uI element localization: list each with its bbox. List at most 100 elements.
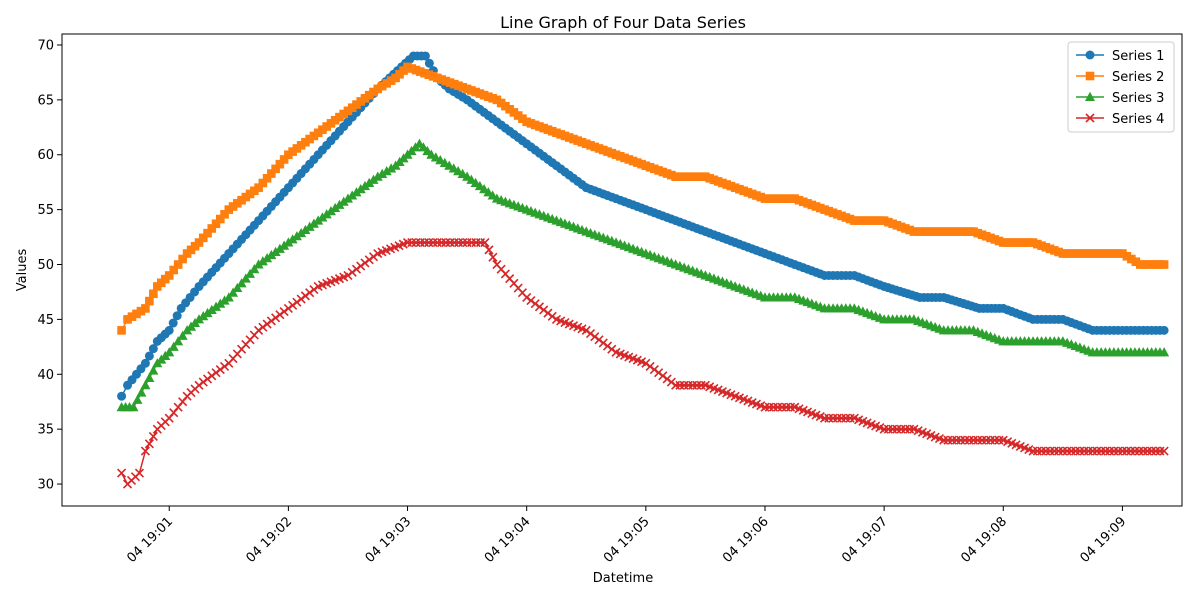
series-3-point bbox=[232, 282, 243, 293]
plot-area bbox=[116, 51, 1170, 489]
series-2-point bbox=[117, 326, 126, 335]
series-4-point bbox=[484, 245, 494, 255]
series-3-point bbox=[144, 372, 155, 382]
series-3-markers bbox=[116, 138, 1170, 412]
series-2-point bbox=[123, 315, 132, 324]
series-3-point bbox=[211, 301, 222, 311]
plot-frame bbox=[61, 33, 1183, 507]
y-tick-label: 40 bbox=[37, 368, 54, 383]
series-3-point bbox=[296, 227, 307, 238]
series-3-point bbox=[364, 177, 375, 187]
series-4-point bbox=[1138, 446, 1148, 456]
series-1-point bbox=[424, 58, 434, 68]
series-4-point bbox=[1159, 446, 1169, 456]
series-4-point bbox=[1130, 446, 1140, 456]
series-2-point bbox=[254, 183, 263, 192]
series-3-point bbox=[128, 402, 139, 412]
series-2-point bbox=[127, 312, 137, 321]
y-tick-label: 35 bbox=[37, 423, 54, 438]
series-2-point bbox=[132, 309, 141, 319]
y-tick-label: 60 bbox=[37, 148, 54, 163]
series-2-point bbox=[178, 254, 187, 264]
series-3-point bbox=[240, 273, 251, 283]
series-3-point bbox=[198, 311, 209, 321]
series-3-point bbox=[164, 347, 175, 357]
series-4-point bbox=[117, 468, 127, 478]
series-3-point bbox=[325, 205, 336, 216]
series-2-point bbox=[1122, 251, 1132, 261]
series-3-point bbox=[347, 190, 358, 200]
legend-label-4: Series 4 bbox=[1112, 112, 1164, 127]
series-2-point bbox=[1131, 257, 1141, 267]
series-3-point bbox=[194, 314, 205, 324]
series-3-point bbox=[270, 246, 281, 256]
series-1-point bbox=[168, 318, 178, 328]
series-4-point bbox=[134, 468, 145, 478]
series-4-point bbox=[1155, 446, 1165, 456]
x-axis-label: Datetime bbox=[593, 571, 653, 586]
series-2-point bbox=[145, 296, 154, 306]
series-3-point bbox=[381, 166, 392, 176]
legend-marker-3 bbox=[1085, 91, 1095, 101]
series-3-point bbox=[168, 341, 179, 351]
legend-label-1: Series 1 bbox=[1112, 49, 1164, 64]
series-3-point bbox=[245, 268, 256, 278]
series-2-point bbox=[258, 178, 268, 188]
series-1-point bbox=[164, 325, 174, 335]
legend-marker-1 bbox=[1085, 50, 1095, 60]
series-3-point bbox=[287, 234, 298, 244]
series-3-point bbox=[266, 249, 277, 260]
series-2-point bbox=[141, 304, 150, 313]
chart-title: Line Graph of Four Data Series bbox=[500, 13, 746, 32]
series-2-point bbox=[386, 76, 396, 85]
series-2-point bbox=[215, 214, 225, 224]
series-2-point bbox=[275, 159, 285, 169]
series-2-point bbox=[136, 306, 146, 316]
series-3-point bbox=[304, 221, 315, 231]
series-3-point bbox=[202, 307, 213, 318]
series-4-point bbox=[1134, 446, 1144, 456]
series-3-point bbox=[313, 215, 324, 225]
y-tick-label: 30 bbox=[37, 478, 54, 493]
series-3-point bbox=[228, 287, 239, 297]
series-3-point bbox=[351, 187, 362, 197]
series-3-point bbox=[338, 196, 349, 206]
series-1-point bbox=[420, 51, 430, 61]
series-2-point bbox=[164, 271, 174, 280]
y-axis: 30 35 40 45 50 55 60 65 70 bbox=[37, 38, 62, 493]
y-tick-label: 70 bbox=[37, 38, 54, 53]
series-3-point bbox=[249, 264, 260, 274]
series-2-markers bbox=[117, 62, 1169, 335]
series-3-point bbox=[308, 218, 319, 228]
series-3-point bbox=[140, 380, 151, 390]
series-2-point bbox=[1159, 260, 1169, 269]
y-tick-label: 55 bbox=[37, 203, 54, 218]
series-3-point bbox=[236, 278, 247, 288]
y-tick-label: 50 bbox=[37, 258, 54, 273]
series-3-point bbox=[359, 180, 370, 191]
series-3-point bbox=[317, 212, 328, 222]
series-4-point bbox=[1126, 446, 1136, 456]
series-3-point bbox=[262, 253, 273, 263]
series-1-point bbox=[148, 344, 158, 354]
series-2-point bbox=[271, 164, 280, 174]
series-4-point bbox=[480, 237, 490, 248]
series-3-point bbox=[177, 330, 188, 340]
series-2-point bbox=[211, 219, 221, 229]
series-1-point bbox=[172, 311, 182, 321]
series-4-point bbox=[140, 446, 150, 456]
series-3-point bbox=[253, 259, 264, 269]
series-4-point bbox=[1151, 446, 1161, 456]
series-4-point bbox=[1142, 446, 1153, 456]
series-1-point bbox=[140, 358, 150, 368]
series-3-point bbox=[215, 298, 226, 308]
series-2-point bbox=[149, 289, 158, 299]
series-2-point bbox=[382, 79, 391, 88]
y-axis-label: Values bbox=[15, 249, 30, 292]
legend: Series 1 Series 2 Series 3 Series 4 bbox=[1067, 41, 1175, 133]
series-2-point bbox=[267, 169, 276, 178]
series-3-point bbox=[291, 231, 302, 241]
series-3-point bbox=[136, 387, 147, 397]
legend-marker-2 bbox=[1085, 71, 1095, 81]
